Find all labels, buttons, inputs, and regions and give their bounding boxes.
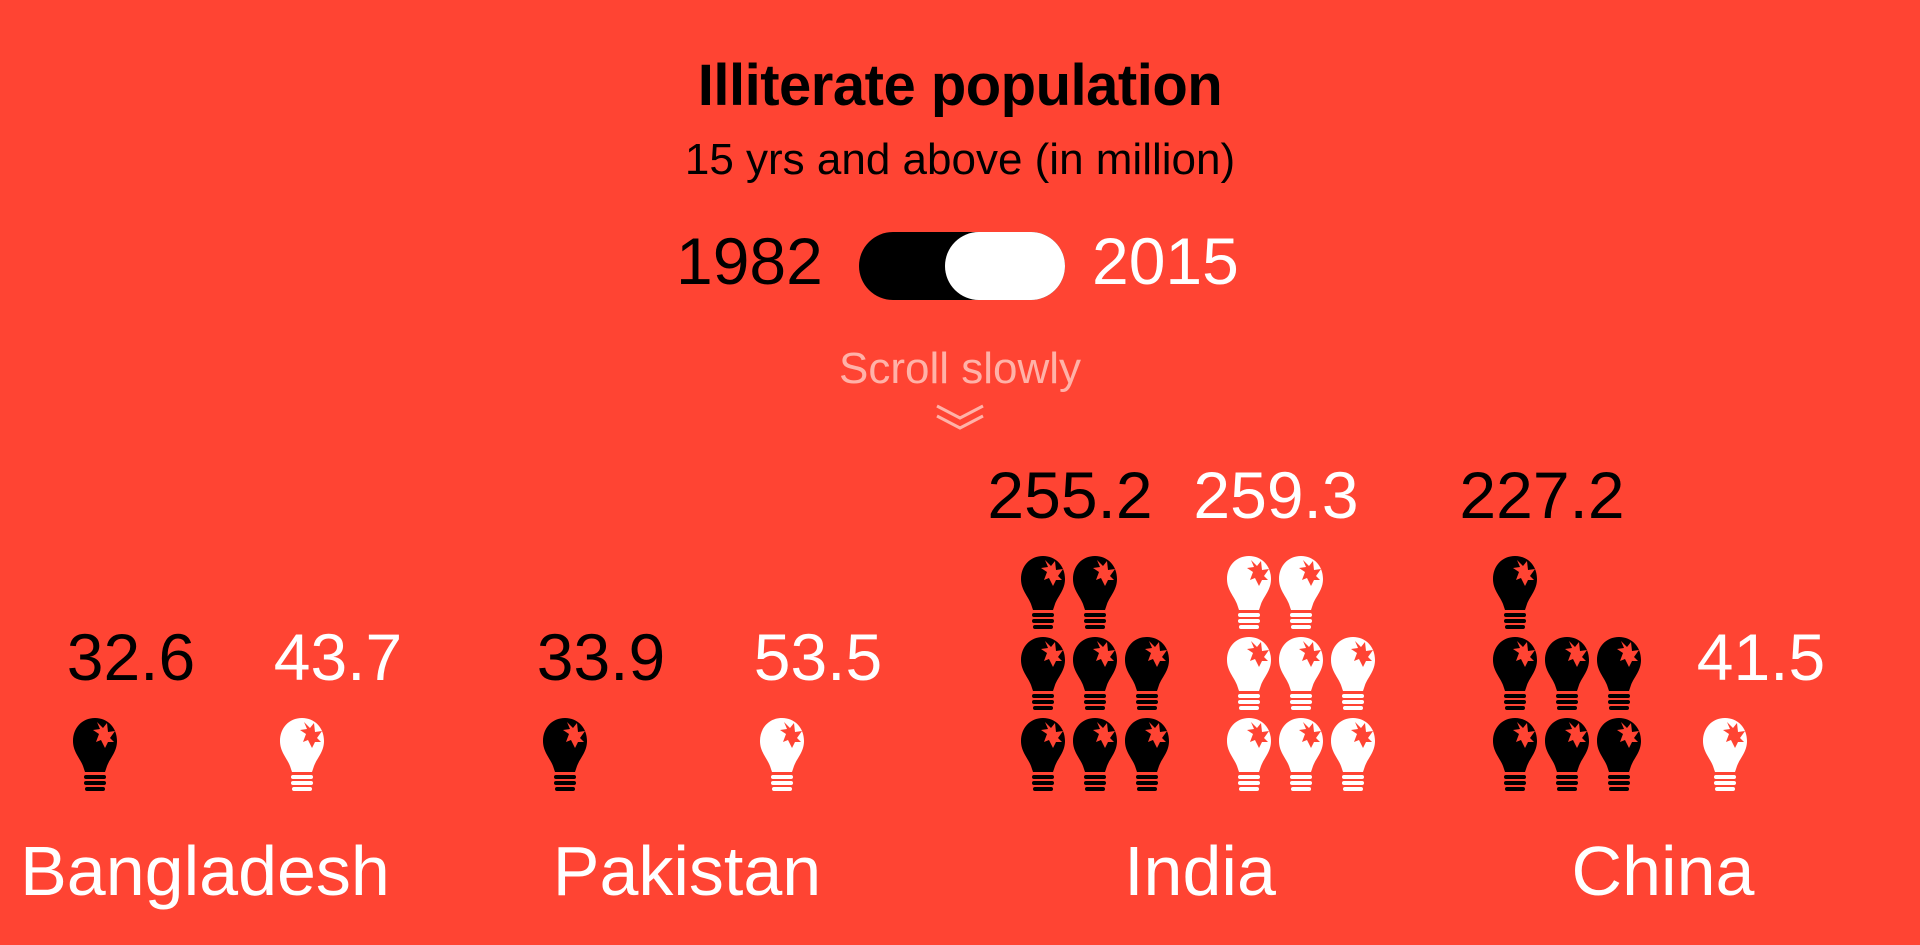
- light-bulb-icon: [1227, 718, 1271, 791]
- value-label: 227.2: [1459, 458, 1624, 532]
- light-bulb-icon: [1597, 637, 1641, 710]
- light-bulb-icon: [1021, 718, 1065, 791]
- value-label: 255.2: [987, 458, 1152, 532]
- light-bulb-icon: [73, 718, 117, 791]
- light-bulb-icon: [1493, 718, 1537, 791]
- chevron-down-icon: [936, 404, 984, 430]
- light-bulb-icon: [543, 718, 587, 791]
- value-label: 32.6: [67, 620, 195, 694]
- bulb-group: [1493, 556, 1641, 791]
- light-bulb-icon: [1755, 718, 1772, 791]
- bulb-group: [760, 718, 849, 791]
- bulb-group: [73, 718, 127, 791]
- country-label: India: [1124, 832, 1276, 910]
- light-bulb-icon: [1331, 556, 1361, 629]
- light-bulb-icon: [1597, 718, 1641, 791]
- light-bulb-icon: [1493, 556, 1537, 629]
- light-bulb-icon: [1073, 718, 1117, 791]
- toggle-knob[interactable]: [945, 232, 1065, 300]
- value-label: 33.9: [537, 620, 665, 694]
- bulb-group: [1227, 556, 1375, 791]
- chart-subtitle: 15 yrs and above (in million): [684, 135, 1236, 184]
- value-label: 53.5: [754, 620, 882, 694]
- light-bulb-icon: [1021, 556, 1065, 629]
- light-bulb-icon: [280, 718, 324, 791]
- value-label: 43.7: [274, 620, 402, 694]
- country-label: China: [1572, 832, 1755, 910]
- light-bulb-icon: [1073, 637, 1117, 710]
- light-bulb-icon: [1279, 718, 1323, 791]
- light-bulb-icon: [812, 718, 849, 791]
- country-label: Bangladesh: [20, 832, 390, 910]
- light-bulb-icon: [1331, 637, 1375, 710]
- light-bulb-icon: [1021, 637, 1065, 710]
- light-bulb-icon: [1331, 718, 1375, 791]
- year-2015-label[interactable]: 2015: [1092, 224, 1239, 298]
- year-toggle-switch[interactable]: [859, 232, 1065, 300]
- light-bulb-icon: [1703, 718, 1747, 791]
- light-bulb-icon: [1125, 718, 1169, 791]
- value-label: 41.5: [1697, 620, 1825, 694]
- year-1982-label[interactable]: 1982: [676, 224, 823, 298]
- light-bulb-icon: [595, 718, 599, 791]
- bulb-group: [1703, 718, 1772, 791]
- light-bulb-icon: [1545, 556, 1571, 629]
- chart-title: Illiterate population: [697, 53, 1223, 118]
- scroll-hint: Scroll slowly: [838, 344, 1082, 393]
- light-bulb-icon: [1279, 556, 1323, 629]
- light-bulb-icon: [1125, 556, 1148, 629]
- light-bulb-icon: [1073, 556, 1117, 629]
- light-bulb-icon: [1545, 718, 1589, 791]
- bulb-group: [543, 718, 599, 791]
- light-bulb-icon: [125, 718, 127, 791]
- light-bulb-icon: [1545, 637, 1589, 710]
- bulb-group: [280, 718, 352, 791]
- light-bulb-icon: [1125, 637, 1169, 710]
- bulb-group: [1021, 556, 1169, 791]
- light-bulb-icon: [1227, 556, 1271, 629]
- light-bulb-icon: [760, 718, 804, 791]
- country-label: Pakistan: [553, 832, 821, 910]
- value-label: 259.3: [1193, 458, 1358, 532]
- light-bulb-icon: [1279, 637, 1323, 710]
- light-bulb-icon: [1227, 637, 1271, 710]
- light-bulb-icon: [332, 718, 352, 791]
- light-bulb-icon: [1493, 637, 1537, 710]
